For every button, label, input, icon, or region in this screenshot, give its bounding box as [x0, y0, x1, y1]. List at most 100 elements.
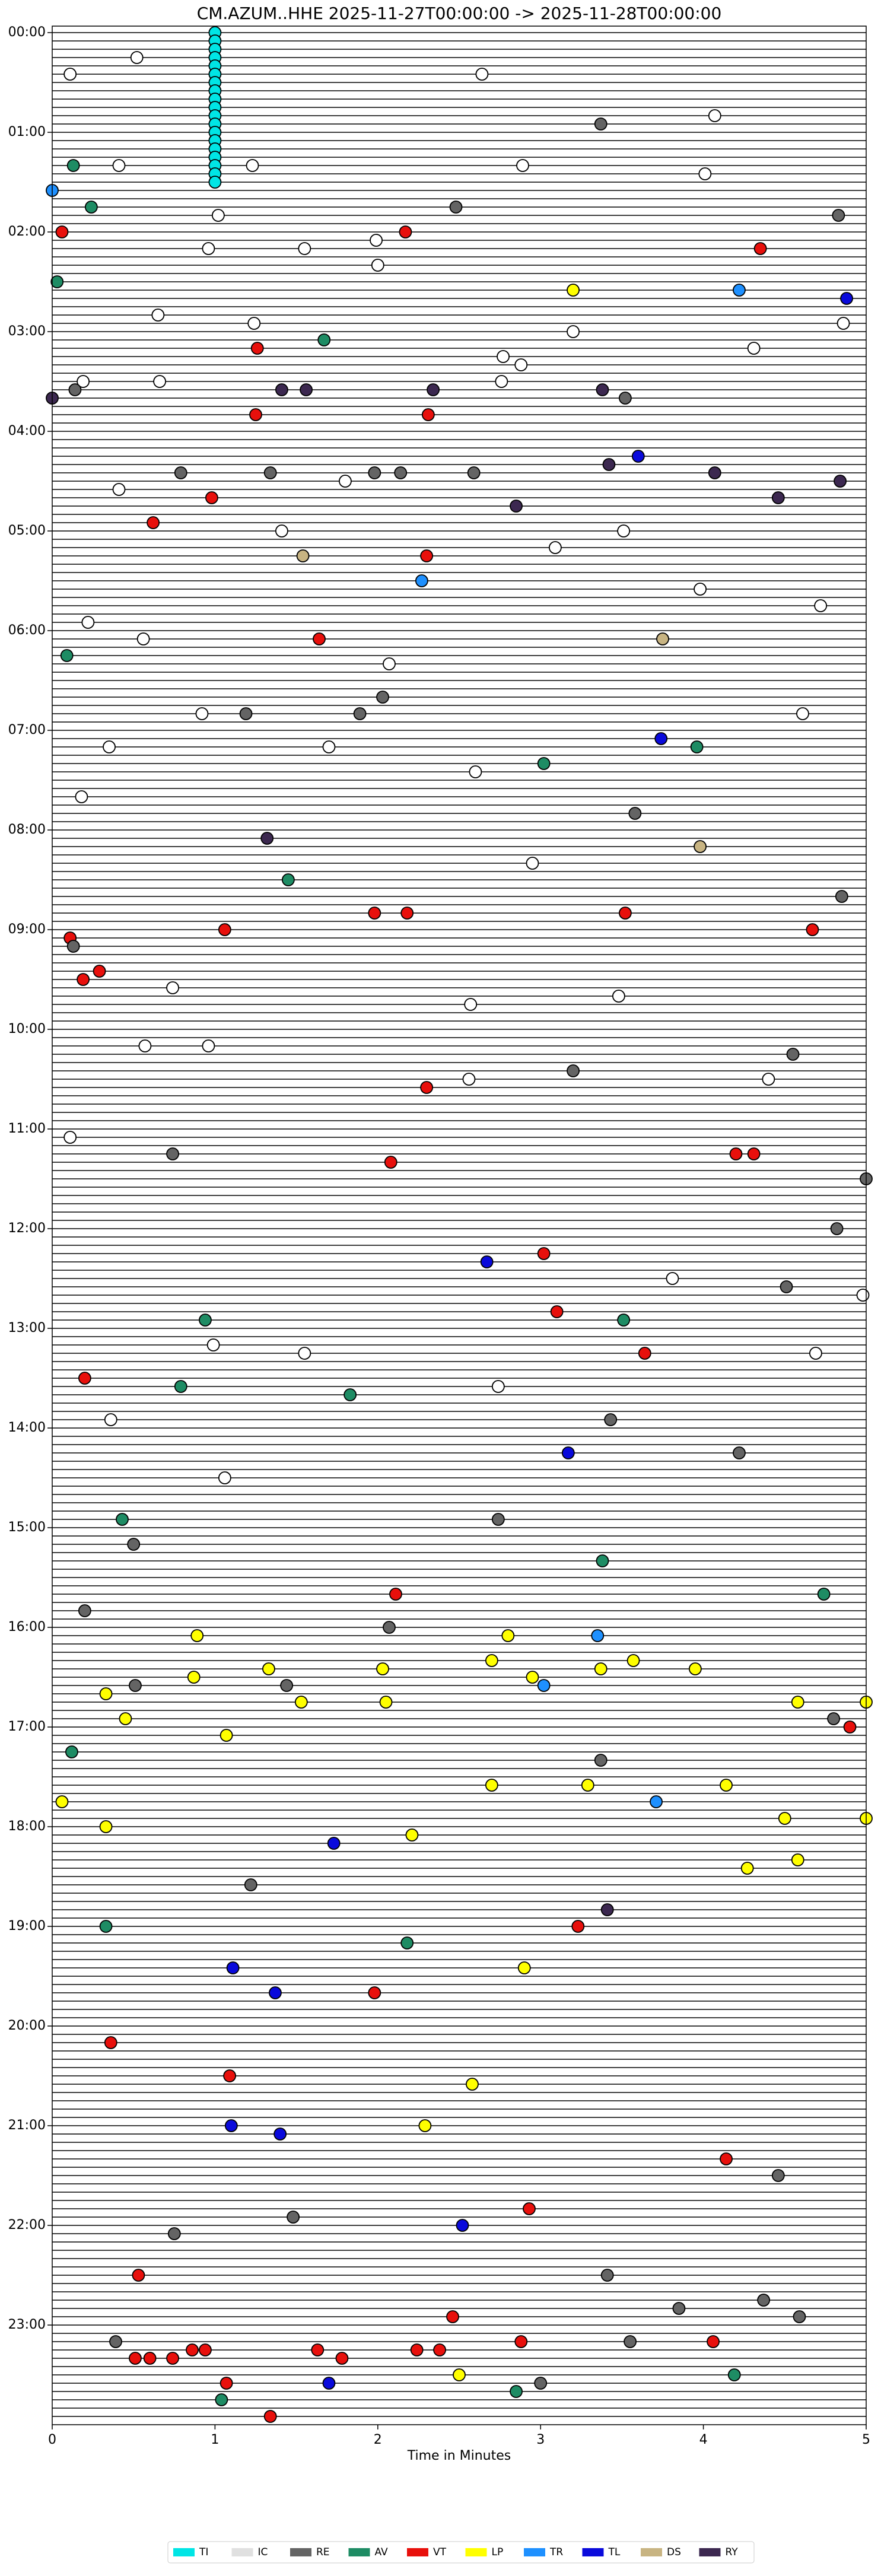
event-marker	[371, 259, 384, 272]
event-marker	[495, 375, 508, 388]
event-marker	[384, 1156, 397, 1169]
event-marker	[571, 1920, 585, 1933]
event-marker	[672, 2302, 686, 2315]
event-marker	[296, 549, 310, 562]
event-marker	[298, 242, 311, 255]
event-marker	[224, 2119, 238, 2132]
y-tick-label: 11:00	[8, 1121, 46, 1136]
legend-label: TI	[199, 2546, 208, 2558]
event-marker	[427, 383, 440, 396]
event-marker	[832, 209, 845, 222]
event-marker	[666, 1272, 679, 1285]
event-marker	[534, 2377, 548, 2390]
event-marker	[480, 1255, 494, 1268]
event-marker	[60, 649, 74, 662]
event-marker	[298, 1347, 311, 1360]
event-marker	[510, 500, 523, 513]
event-marker	[757, 2294, 771, 2307]
event-marker	[762, 1073, 775, 1086]
event-marker	[368, 1986, 381, 1999]
event-marker	[300, 383, 313, 396]
event-marker	[791, 1696, 804, 1709]
event-marker	[491, 1380, 505, 1393]
event-marker	[208, 176, 222, 189]
event-marker	[394, 466, 408, 479]
event-marker	[596, 1554, 609, 1567]
event-marker	[127, 1538, 141, 1551]
event-marker	[517, 1961, 531, 1974]
event-marker	[250, 342, 264, 355]
event-marker	[66, 159, 80, 172]
x-tick-label: 2	[374, 2432, 382, 2447]
y-tick-label: 21:00	[8, 2118, 46, 2133]
event-marker	[594, 1662, 608, 1675]
event-marker	[694, 583, 707, 596]
event-marker	[174, 1380, 187, 1393]
event-marker	[275, 383, 288, 396]
event-marker	[399, 225, 412, 238]
event-marker	[618, 907, 632, 920]
event-marker	[368, 466, 381, 479]
event-marker	[220, 2377, 233, 2390]
event-marker	[466, 2078, 479, 2091]
event-marker	[322, 2377, 336, 2390]
event-marker	[262, 1662, 275, 1675]
event-marker	[112, 159, 126, 172]
event-marker	[215, 2393, 228, 2406]
legend-label: VT	[433, 2546, 447, 2558]
event-marker	[263, 2410, 277, 2423]
event-marker	[322, 740, 336, 753]
x-tick-label: 0	[48, 2432, 56, 2447]
event-marker	[63, 68, 77, 81]
x-tick-label: 3	[536, 2432, 545, 2447]
legend-label: AV	[375, 2546, 389, 2558]
event-marker	[497, 350, 510, 363]
legend-label: TL	[608, 2546, 621, 2558]
event-marker	[796, 707, 809, 720]
event-marker	[604, 1413, 618, 1426]
event-marker	[720, 1779, 733, 1792]
event-marker	[311, 2343, 325, 2356]
event-marker	[187, 1671, 201, 1684]
event-marker	[199, 1314, 212, 1327]
event-marker	[837, 317, 850, 330]
y-tick-label: 16:00	[8, 1620, 46, 1634]
event-marker	[280, 1679, 294, 1692]
event-marker	[55, 1795, 69, 1808]
event-marker	[223, 2069, 236, 2082]
event-marker	[55, 225, 69, 238]
event-marker	[202, 1039, 215, 1052]
event-marker	[220, 1729, 233, 1742]
event-marker	[501, 1629, 515, 1642]
event-marker	[244, 1878, 257, 1891]
event-marker	[153, 375, 167, 388]
event-marker	[166, 981, 179, 994]
event-marker	[537, 1679, 551, 1692]
event-marker	[239, 707, 253, 720]
event-marker	[109, 2335, 122, 2348]
legend-label: DS	[667, 2546, 681, 2558]
event-marker	[339, 475, 352, 488]
event-marker	[246, 159, 259, 172]
event-marker	[567, 284, 580, 297]
event-marker	[780, 1280, 793, 1293]
event-marker	[596, 383, 609, 396]
chart-title: CM.AZUM..HHE 2025-11-27T00:00:00 -> 2025…	[197, 4, 722, 23]
event-marker	[809, 1347, 822, 1360]
event-marker	[199, 2343, 212, 2356]
y-tick-label: 03:00	[8, 324, 46, 339]
event-marker	[174, 466, 187, 479]
event-marker	[132, 2269, 145, 2282]
event-marker	[733, 1446, 746, 1459]
y-tick-label: 17:00	[8, 1719, 46, 1734]
event-marker	[786, 1048, 800, 1061]
event-marker	[218, 1471, 231, 1484]
event-marker	[317, 333, 331, 346]
event-marker	[147, 516, 160, 529]
event-marker	[567, 1064, 580, 1077]
event-marker	[600, 1903, 614, 1916]
y-tick-label: 09:00	[8, 922, 46, 937]
y-tick-label: 12:00	[8, 1221, 46, 1236]
event-marker	[514, 358, 528, 371]
event-marker	[510, 2385, 523, 2398]
